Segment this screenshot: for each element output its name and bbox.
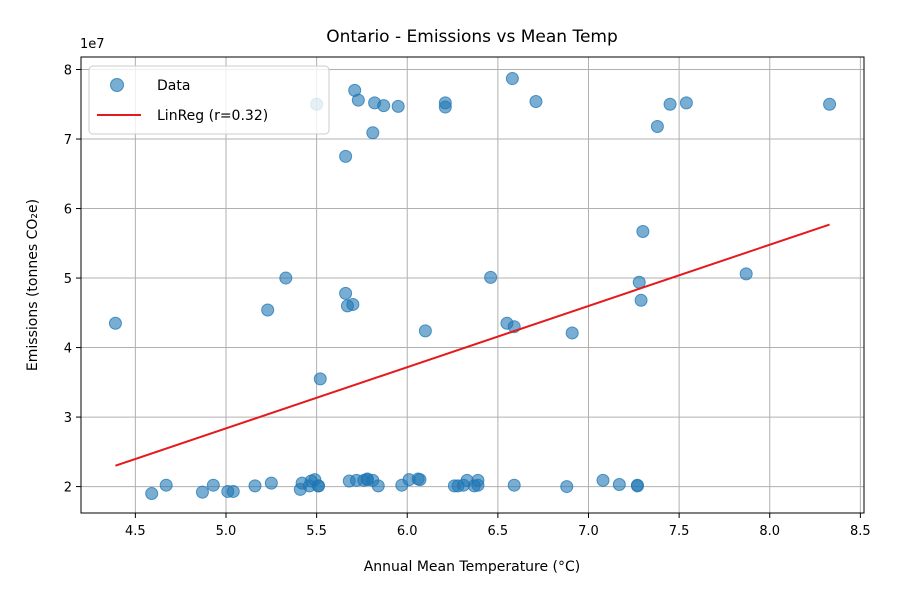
- x-tick-label: 5.5: [306, 524, 327, 539]
- data-point: [418, 324, 432, 338]
- data-point: [413, 473, 427, 487]
- legend-box: [88, 65, 330, 135]
- data-point: [264, 476, 278, 490]
- data-point: [636, 224, 650, 238]
- data-point: [313, 372, 327, 386]
- data-point: [346, 297, 360, 311]
- x-tick-label: 7.0: [578, 524, 599, 539]
- x-tick-label: 8.0: [759, 524, 780, 539]
- y-tick-label: 5: [64, 272, 72, 287]
- data-point: [195, 485, 209, 499]
- data-point: [339, 149, 353, 163]
- y-axis-exponent: 1e7: [80, 37, 105, 52]
- y-tick-label: 4: [64, 342, 72, 357]
- data-point: [565, 326, 579, 340]
- regression-line: [115, 223, 830, 467]
- data-point: [679, 96, 693, 110]
- data-point: [339, 286, 353, 300]
- x-tick-label: 7.5: [669, 524, 690, 539]
- chart-title: Ontario - Emissions vs Mean Temp: [326, 27, 618, 47]
- y-axis-label: Emissions (tonnes CO₂e): [25, 199, 41, 371]
- grid-lines: [81, 57, 864, 513]
- data-points: [108, 72, 837, 501]
- x-tick-label: 8.5: [850, 524, 871, 539]
- regression-line-group: [115, 223, 830, 467]
- legend: Data LinReg (r=0.32): [88, 65, 330, 135]
- data-point: [391, 99, 405, 113]
- data-point: [366, 126, 380, 140]
- data-point: [823, 97, 837, 111]
- data-point: [248, 479, 262, 493]
- data-point: [612, 478, 626, 491]
- x-tick-label: 4.5: [125, 524, 146, 539]
- data-point: [634, 293, 648, 307]
- data-point: [650, 120, 664, 134]
- x-axis-label: Annual Mean Temperature (°C): [364, 559, 581, 575]
- y-tick-label: 8: [64, 64, 72, 79]
- y-tick-label: 6: [64, 203, 72, 218]
- data-point: [560, 480, 574, 494]
- data-point: [226, 484, 240, 498]
- x-tick-label: 5.0: [216, 524, 237, 539]
- data-point: [279, 271, 293, 285]
- legend-marker-data: [110, 78, 124, 92]
- x-axis-ticks: 4.5 5.0 5.5 6.0 6.5 7.0 7.5 8.0 8.5: [125, 513, 871, 539]
- x-tick-label: 6.5: [488, 524, 509, 539]
- data-point: [371, 479, 385, 493]
- legend-label-data: Data: [157, 78, 190, 94]
- data-point: [663, 97, 677, 111]
- y-axis-ticks: 2 3 4 5 6 7 8: [64, 64, 81, 496]
- y-tick-label: 7: [64, 133, 72, 148]
- data-point: [471, 478, 485, 492]
- data-point: [529, 94, 543, 108]
- data-point: [596, 473, 610, 487]
- data-point: [206, 478, 220, 492]
- data-point: [351, 93, 365, 107]
- data-point: [311, 479, 325, 493]
- y-tick-label: 2: [64, 481, 72, 496]
- plot-frame: [80, 56, 865, 514]
- data-point: [108, 316, 122, 330]
- data-point: [507, 478, 521, 492]
- x-tick-label: 6.0: [397, 524, 418, 539]
- data-point: [261, 303, 275, 317]
- y-tick-label: 3: [64, 411, 72, 426]
- data-point: [630, 479, 644, 493]
- data-point: [145, 487, 159, 501]
- data-point: [739, 267, 753, 281]
- data-point: [438, 96, 452, 110]
- legend-label-regression: LinReg (r=0.32): [157, 108, 268, 124]
- data-point: [159, 478, 173, 492]
- data-point: [377, 99, 391, 113]
- data-point: [505, 72, 519, 86]
- data-point: [484, 270, 498, 284]
